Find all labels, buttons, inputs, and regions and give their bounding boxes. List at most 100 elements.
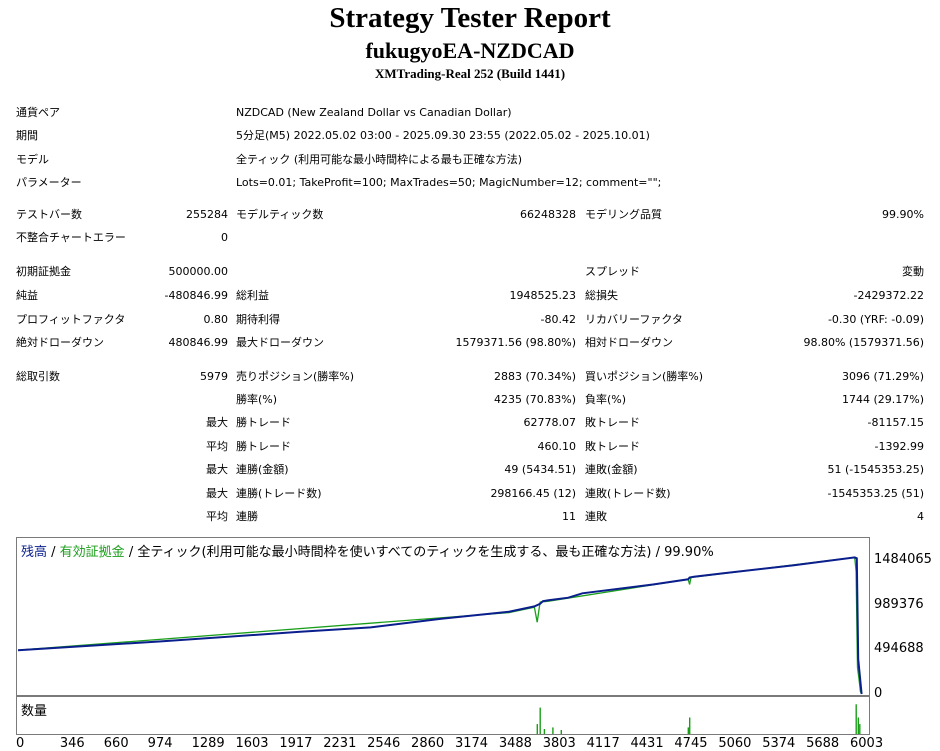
avg-cons-win-label: 連勝	[236, 510, 258, 523]
ticks-value: 66248328	[520, 208, 576, 221]
info-label: 期間	[16, 129, 38, 142]
y-tick-label: 0	[874, 686, 883, 701]
expected-label: 期待利得	[236, 313, 280, 326]
avg-cons-loss-label: 連敗	[585, 510, 607, 523]
avg-loss-value: -1392.99	[874, 440, 924, 453]
x-tick-label: 3488	[498, 736, 532, 751]
server-build: XMTrading-Real 252 (Build 1441)	[374, 66, 566, 81]
bars-value: 255284	[186, 208, 228, 221]
pf-value: 0.80	[203, 313, 229, 326]
volume-bar	[536, 724, 538, 734]
bars-label: テストバー数	[16, 208, 82, 221]
winrate-value: 4235 (70.83%)	[493, 393, 576, 406]
x-tick-label: 346	[59, 736, 85, 751]
max-word: 最大	[206, 487, 228, 500]
info-value: NZDCAD (New Zealand Dollar vs Canadian D…	[236, 106, 512, 119]
win-trade-label: 勝トレード	[236, 440, 291, 453]
net-label: 純益	[16, 289, 38, 302]
avg-word: 平均	[206, 510, 228, 523]
cons-win-amt-value: 49 (5434.51)	[504, 463, 576, 476]
info-label: パラメーター	[16, 176, 82, 189]
cons-loss-cnt-value: -1545353.25 (51)	[827, 487, 924, 500]
quality-value: 99.90%	[882, 208, 924, 221]
legend-equity: 有効証拠金	[59, 545, 125, 560]
volume-bar	[689, 717, 691, 734]
cons-win-cnt-value: 298166.45 (12)	[490, 487, 576, 500]
quality-label: モデリング品質	[585, 208, 662, 221]
cons-loss-amt-label: 連敗(金額)	[585, 463, 638, 476]
net-value: -480846.99	[164, 289, 228, 302]
x-tick-label: 4745	[674, 736, 708, 751]
max-win-value: 62778.07	[523, 416, 577, 429]
rel-dd-label: 相対ドローダウン	[585, 336, 673, 349]
lose-trade-label: 敗トレード	[585, 440, 640, 453]
short-label: 売りポジション(勝率%)	[236, 370, 355, 383]
lose-trade-label: 敗トレード	[585, 416, 640, 429]
cons-win-amt-label: 連勝(金額)	[236, 463, 289, 476]
deposit-value: 500000.00	[168, 265, 229, 278]
report-title: Strategy Tester Report	[329, 2, 611, 34]
pf-label: プロフィットファクタ	[16, 313, 126, 326]
volume-bar	[687, 727, 689, 734]
x-tick-label: 1603	[235, 736, 269, 751]
max-loss-value: -81157.15	[867, 416, 924, 429]
max-dd-value: 1579371.56 (98.80%)	[455, 336, 576, 349]
volume-bar	[560, 730, 562, 734]
chart-legend: 残高 / 有効証拠金 / 全ティック(利用可能な最小時間枠を使いすべてのティック…	[21, 541, 714, 560]
expected-value: -80.42	[540, 313, 576, 326]
x-tick-label: 2860	[411, 736, 445, 751]
y-tick-label: 1484065	[874, 552, 932, 567]
x-tick-label: 3174	[454, 736, 489, 751]
info-value: 全ティック (利用可能な最小時間枠による最も正確な方法)	[236, 153, 523, 166]
x-tick-label: 2231	[323, 736, 357, 751]
legend-description: / 全ティック(利用可能な最小時間枠を使いすべてのティックを生成する、最も正確な…	[124, 545, 714, 560]
y-tick-label: 494688	[874, 641, 924, 656]
ea-name: fukugyoEA-NZDCAD	[365, 38, 575, 63]
gross-loss-label: 総損失	[585, 289, 618, 302]
x-tick-label: 5060	[718, 736, 752, 751]
long-value: 3096 (71.29%)	[841, 370, 924, 383]
rel-dd-value: 98.80% (1579371.56)	[803, 336, 924, 349]
lossrate-value: 1744 (29.17%)	[841, 393, 924, 406]
volume-bar	[857, 717, 859, 734]
long-label: 買いポジション(勝率%)	[585, 370, 704, 383]
volume-bar	[552, 727, 554, 734]
info-value: 5分足(M5) 2022.05.02 03:00 - 2025.09.30 23…	[236, 129, 650, 142]
gross-profit-value: 1948525.23	[509, 289, 576, 302]
max-word: 最大	[206, 463, 228, 476]
gross-profit-label: 総利益	[236, 289, 269, 302]
win-trade-label: 勝トレード	[236, 416, 291, 429]
x-tick-label: 6003	[850, 736, 884, 751]
x-tick-label: 5688	[806, 736, 840, 751]
total-trades-value: 5979	[200, 370, 228, 383]
info-label: モデル	[16, 153, 49, 166]
x-tick-label: 1289	[191, 736, 225, 751]
x-tick-label: 4117	[586, 736, 620, 751]
y-tick-label: 989376	[874, 597, 924, 612]
recovery-label: リカバリーファクタ	[585, 313, 683, 326]
cons-win-cnt-label: 連勝(トレード数)	[236, 487, 322, 500]
balance-chart-svg	[17, 556, 863, 695]
avg-win-value: 460.10	[537, 440, 577, 453]
legend-balance: 残高	[21, 545, 48, 560]
volume-panel: 数量	[16, 696, 870, 735]
volume-bar	[855, 704, 857, 734]
mismatch-label: 不整合チャートエラー	[16, 231, 126, 244]
winrate-label: 勝率(%)	[236, 393, 278, 406]
max-dd-label: 最大ドローダウン	[236, 336, 324, 349]
max-word: 最大	[206, 416, 228, 429]
volume-bar	[539, 707, 541, 734]
volume-bar	[543, 729, 546, 734]
x-tick-label: 3803	[542, 736, 576, 751]
balance-line	[17, 556, 863, 695]
equity-line	[17, 556, 863, 695]
recovery-value: -0.30 (YRF: -0.09)	[827, 313, 924, 326]
x-tick-label: 5374	[762, 736, 796, 751]
x-tick-label: 660	[103, 736, 129, 751]
x-tick-label: 0	[16, 736, 25, 751]
x-tick-label: 974	[147, 736, 173, 751]
ticks-label: モデルティック数	[236, 208, 324, 221]
x-tick-label: 2546	[367, 736, 401, 751]
info-label: 通貨ペア	[16, 106, 60, 119]
volume-bar	[859, 724, 861, 734]
